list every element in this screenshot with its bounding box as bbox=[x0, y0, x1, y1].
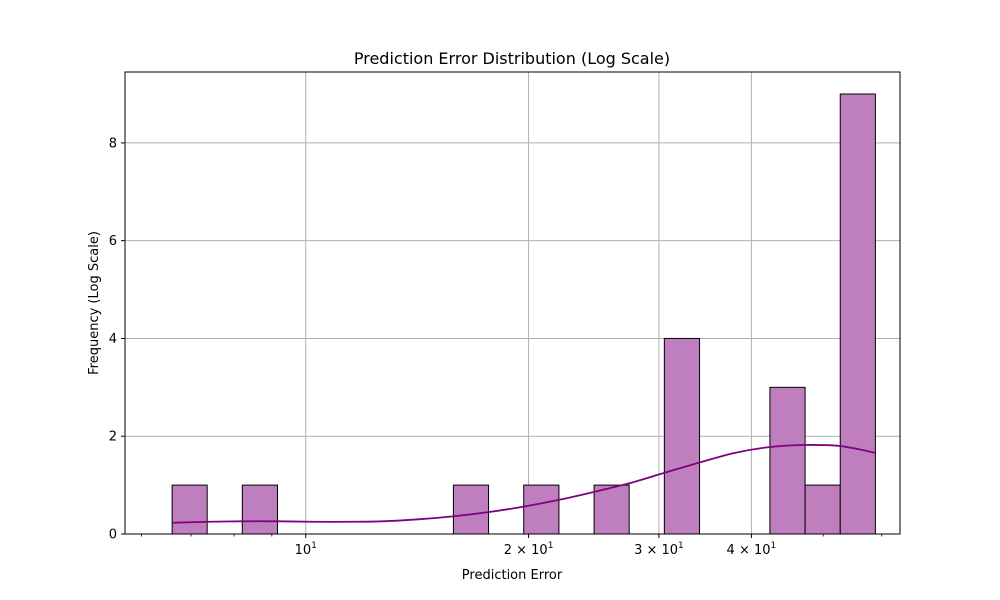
x-tick-label-2: 3 × 101 bbox=[634, 541, 684, 558]
histogram-bar-18 bbox=[804, 484, 841, 535]
y-axis-ticks: 0 2 4 6 8 bbox=[109, 136, 125, 543]
y-tick-label-4: 8 bbox=[109, 136, 117, 151]
histogram-bar-0 bbox=[171, 484, 208, 535]
x-axis-label: Prediction Error bbox=[462, 568, 563, 583]
x-tick-label-3: 4 × 101 bbox=[727, 541, 777, 558]
plot-frame bbox=[124, 71, 901, 535]
histogram-bar-12 bbox=[593, 484, 630, 535]
histogram-bar-19 bbox=[839, 93, 876, 535]
kde-curve-group bbox=[172, 444, 876, 524]
y-tick-label-1: 2 bbox=[109, 430, 117, 445]
y-tick-label-2: 4 bbox=[109, 332, 117, 347]
x-tick-label-0: 101 bbox=[295, 541, 317, 558]
kde-curve bbox=[172, 444, 876, 524]
histogram-bar-2 bbox=[241, 484, 279, 535]
histogram-bar-17 bbox=[769, 386, 806, 535]
y-tick-label-3: 6 bbox=[109, 234, 117, 249]
histogram-bar-10 bbox=[523, 484, 560, 535]
x-axis-ticks: 101 2 × 101 3 × 101 4 × 101 bbox=[141, 534, 883, 558]
histogram-bar-8 bbox=[452, 484, 490, 535]
histogram-bars bbox=[171, 93, 876, 535]
histogram-bar-14 bbox=[663, 337, 701, 535]
x-tick-label-1: 2 × 101 bbox=[504, 541, 554, 558]
y-tick-label-0: 0 bbox=[109, 528, 117, 543]
chart-title: Prediction Error Distribution (Log Scale… bbox=[354, 49, 670, 68]
y-axis-label: Frequency (Log Scale) bbox=[87, 231, 102, 375]
